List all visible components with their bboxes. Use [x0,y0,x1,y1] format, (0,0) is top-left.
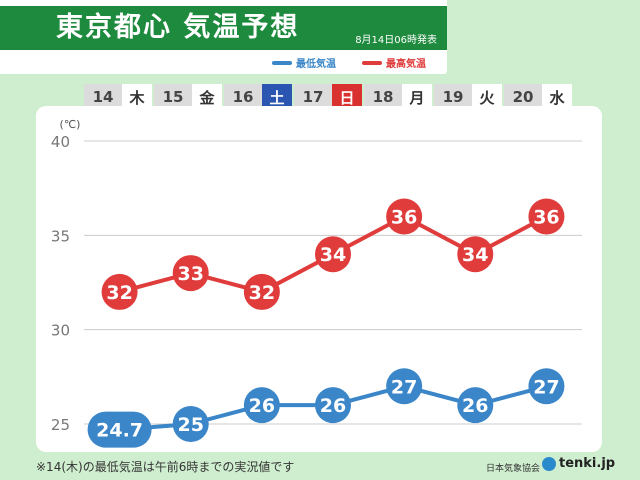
legend-max-label: 最高気温 [386,59,426,70]
legend-max: 最高気温 [362,55,426,70]
day-number: 19 [434,84,472,110]
data-point [457,236,494,273]
header-panel: 東京都心 気温予想 8月14日06時発表 最低気温 最高気温 [0,0,447,74]
data-label: 24.7 [96,420,143,442]
day-14: 14 木 [84,84,154,110]
day-weekday: 土 [262,84,292,110]
y-tick-label: 25 [51,416,70,434]
data-point [386,368,423,405]
issued-time: 8月14日06時発表 [355,35,437,46]
y-tick-label: 40 [51,133,70,151]
day-weekday: 木 [122,84,152,110]
day-number: 16 [224,84,262,110]
data-point [386,198,423,235]
data-label: 27 [391,376,417,398]
tenki-logo-icon [542,456,556,471]
data-label: 34 [320,244,346,266]
day-17: 17 日 [294,84,364,110]
day-20: 20 水 [504,84,574,110]
data-label: 26 [249,395,275,417]
day-weekday: 水 [542,84,572,110]
day-number: 20 [504,84,542,110]
day-weekday: 金 [192,84,222,110]
day-weekday: 日 [332,84,362,110]
legend-min: 最低気温 [272,55,336,70]
day-number: 14 [84,84,122,110]
data-label: 32 [249,282,275,304]
title-bar: 東京都心 気温予想 8月14日06時発表 [0,6,447,50]
data-point [315,387,351,424]
legend-min-label: 最低気温 [296,59,336,70]
day-19: 19 火 [434,84,504,110]
data-label: 36 [391,206,417,228]
data-point [457,387,494,424]
day-18: 18 月 [364,84,434,110]
data-label: 25 [177,414,203,436]
day-weekday: 月 [402,84,432,110]
data-label: 32 [106,282,132,304]
data-label: 26 [462,395,488,417]
day-16: 16 土 [224,84,294,110]
data-label: 26 [320,395,346,417]
day-number: 17 [294,84,332,110]
day-number: 18 [364,84,402,110]
y-axis-unit: (℃) [60,118,81,131]
data-point [243,273,280,310]
day-weekday: 火 [472,84,502,110]
legend-max-swatch [362,60,382,65]
data-point [528,198,565,235]
brand-logo: tenki.jp [542,456,615,471]
organization-name: 日本気象協会 [486,464,541,474]
page-title: 東京都心 気温予想 [56,12,300,43]
chart-legend: 最低気温 最高気温 [0,52,447,72]
data-point [243,387,280,424]
y-tick-label: 30 [51,322,70,340]
data-point [172,255,209,292]
data-point [172,406,209,442]
day-header-row: 14 木 15 金 16 土 17 日 18 月 19 火 20 水 [84,84,582,110]
data-label: 27 [533,376,559,398]
data-point [87,411,152,448]
data-label: 34 [462,244,488,266]
data-label: 33 [177,263,203,285]
y-tick-label: 35 [51,227,70,245]
data-point [315,236,351,273]
legend-min-swatch [272,60,292,65]
day-15: 15 金 [154,84,224,110]
brand-name: tenki.jp [559,456,616,471]
footnote: ※14(木)の最低気温は午前6時までの実況値です [36,460,295,474]
day-number: 15 [154,84,192,110]
data-point [101,273,138,310]
data-point [528,368,565,405]
data-label: 36 [533,206,559,228]
